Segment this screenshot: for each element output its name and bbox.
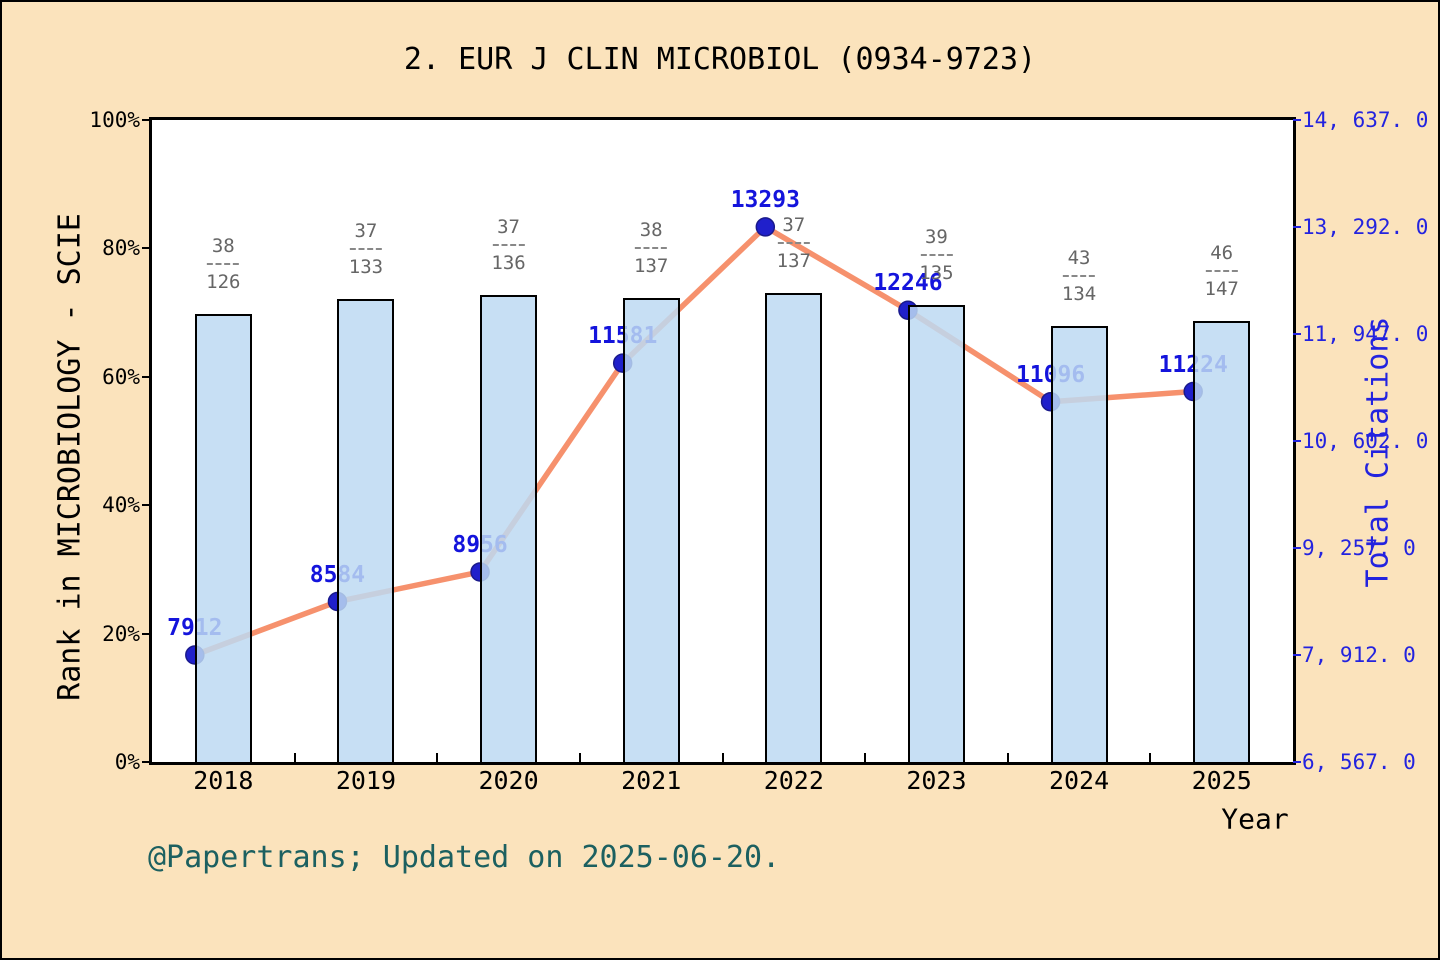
rank-percentile-bar [1193,320,1251,762]
plot-area: 7912858489561158113293122461109611224381… [149,117,1296,765]
y-axis-right-tick-label: 7, 912. 0 [1302,643,1416,667]
rank-fraction-numerator: 46 [1210,241,1234,264]
y-axis-left-tick-mark [142,761,150,763]
rank-fraction-label: 39 135 [919,226,953,285]
rank-percentile-bar [337,298,395,762]
fraction-divider [777,242,810,245]
x-axis-year-label: 2018 [193,766,254,795]
y-axis-right-tick-label: 13, 292. 0 [1302,215,1429,239]
x-axis-minor-tick [1149,753,1152,762]
fraction-divider [207,262,240,265]
rank-fraction-denominator: 133 [348,255,384,278]
y-axis-left-tick-mark [142,632,150,635]
y-axis-right-tick-label: 9, 257. 0 [1302,536,1416,560]
x-axis-minor-tick [1006,753,1009,762]
fraction-divider [1205,269,1238,272]
fraction-divider [1063,275,1096,278]
rank-fraction-label: 46 147 [1205,242,1239,301]
rank-fraction-denominator: 137 [776,250,811,273]
y-axis-left-tick-label: 100% [89,108,140,132]
y-axis-left-tick-mark [142,375,150,378]
rank-fraction-label: 37 136 [491,216,525,275]
rank-fraction-denominator: 134 [1061,283,1097,306]
fraction-divider [349,247,382,250]
rank-fraction-denominator: 147 [1204,277,1239,300]
fraction-divider [492,243,525,246]
rank-fraction-label: 38 126 [206,235,240,294]
y-axis-right-tick-label: 14, 637. 0 [1302,108,1429,132]
x-axis-year-label: 2019 [335,766,397,795]
x-axis-year-label: 2023 [906,766,967,795]
rank-fraction-numerator: 38 [639,219,663,242]
rank-fraction-label: 43 134 [1062,247,1096,306]
y-axis-right-tick-label: 10, 602. 0 [1302,429,1429,453]
rank-fraction-numerator: 39 [924,226,948,249]
rank-fraction-numerator: 38 [211,234,235,257]
x-axis-title: Year [1221,802,1289,836]
rank-percentile-bar [765,293,823,762]
y-axis-right-tick-mark [1293,119,1301,121]
rank-fraction-denominator: 136 [491,251,526,274]
rank-percentile-bar [194,313,252,762]
x-axis-minor-tick [578,753,581,762]
x-axis-year-label: 2021 [621,766,682,795]
y-axis-right-tick-mark [1293,226,1301,228]
citations-trend-layer [185,217,1203,665]
y-axis-left-tick-label: 0% [114,750,140,774]
y-axis-left-tick-mark [142,247,150,250]
rank-fraction-numerator: 37 [782,214,806,237]
x-axis-minor-tick [721,753,724,762]
y-axis-left-tick-label: 40% [102,493,140,518]
y-axis-right-tick-label: 11, 947. 0 [1302,322,1429,346]
y-axis-right-tick-label: 6, 567. 0 [1302,750,1416,774]
y-axis-right-tick-mark [1293,654,1301,656]
y-axis-right-tick-mark [1293,333,1301,335]
y-axis-right-tick-mark [1293,547,1301,549]
y-axis-left-title: Rank in MICROBIOLOGY - SCIE [52,213,88,701]
citation-value-label: 13293 [730,186,800,213]
y-axis-left-tick-mark [142,504,150,507]
x-axis-minor-tick [864,753,867,762]
footer-credit: @Papertrans; Updated on 2025-06-20. [148,840,781,875]
y-axis-left-tick-label: 60% [102,364,140,389]
fraction-divider [635,247,668,250]
x-axis-minor-tick [436,753,439,762]
y-axis-left-tick-mark [142,119,150,121]
y-axis-left-tick-label: 80% [102,236,140,261]
rank-fraction-denominator: 135 [919,262,954,285]
rank-percentile-bar [480,294,538,762]
chart-title: 2. EUR J CLIN MICROBIOL (0934-9723) [403,42,1037,77]
fraction-divider [920,254,953,257]
x-axis-minor-tick [293,753,296,762]
x-axis-year-label: 2020 [478,766,539,795]
rank-fraction-numerator: 37 [497,215,521,238]
y-axis-right-tick-mark [1293,761,1301,763]
rank-fraction-label: 38 137 [634,219,668,278]
data-point-marker [755,217,776,237]
citation-value-label: 12246 [873,270,943,297]
rank-percentile-bar [1050,326,1108,762]
x-axis-year-label: 2024 [1048,766,1110,795]
rank-percentile-bar [907,305,965,762]
x-axis-year-label: 2025 [1191,766,1252,795]
rank-percentile-bar [622,298,680,762]
y-axis-right-tick-mark [1293,440,1301,442]
rank-fraction-denominator: 137 [634,255,669,278]
rank-fraction-denominator: 126 [206,270,241,293]
rank-fraction-label: 37 137 [777,214,811,273]
rank-fraction-label: 37 133 [349,220,383,279]
rank-fraction-numerator: 37 [354,219,378,242]
x-axis-year-label: 2022 [763,766,824,795]
y-axis-left-tick-label: 20% [102,621,140,646]
rank-fraction-numerator: 43 [1067,247,1091,270]
